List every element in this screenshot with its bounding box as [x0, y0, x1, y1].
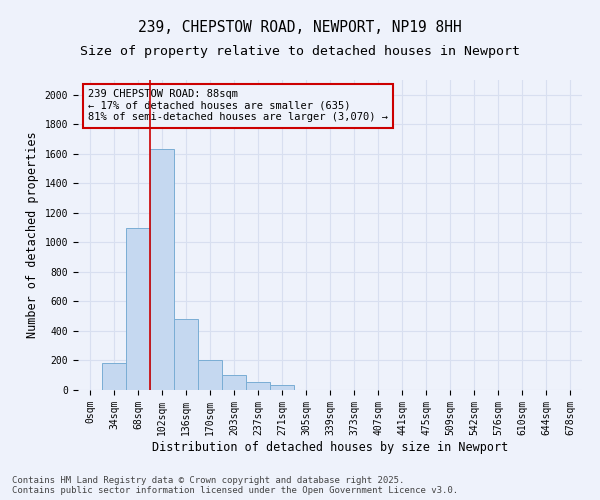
X-axis label: Distribution of detached houses by size in Newport: Distribution of detached houses by size …: [152, 440, 508, 454]
Bar: [126, 228, 150, 390]
Text: 239 CHEPSTOW ROAD: 88sqm
← 17% of detached houses are smaller (635)
81% of semi-: 239 CHEPSTOW ROAD: 88sqm ← 17% of detach…: [88, 90, 388, 122]
Bar: [198, 360, 222, 390]
Bar: [102, 364, 126, 390]
Bar: [246, 382, 270, 390]
Text: Contains HM Land Registry data © Crown copyright and database right 2025.
Contai: Contains HM Land Registry data © Crown c…: [12, 476, 458, 495]
Bar: [222, 375, 246, 390]
Text: 239, CHEPSTOW ROAD, NEWPORT, NP19 8HH: 239, CHEPSTOW ROAD, NEWPORT, NP19 8HH: [138, 20, 462, 35]
Bar: [150, 150, 174, 390]
Bar: [174, 319, 198, 390]
Text: Size of property relative to detached houses in Newport: Size of property relative to detached ho…: [80, 45, 520, 58]
Y-axis label: Number of detached properties: Number of detached properties: [26, 132, 39, 338]
Bar: [270, 385, 294, 390]
